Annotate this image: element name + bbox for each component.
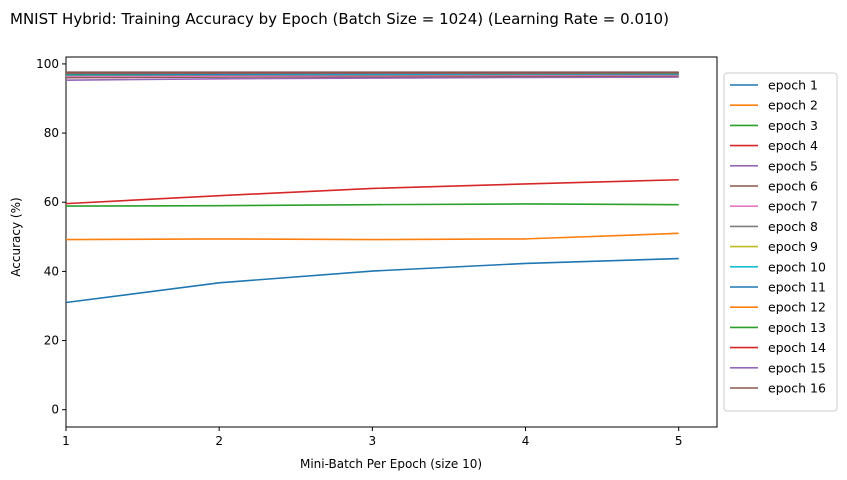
legend-item: epoch 13 <box>730 320 826 335</box>
legend-item: epoch 16 <box>730 381 826 396</box>
legend-label: epoch 11 <box>768 280 826 295</box>
legend-label: epoch 8 <box>768 219 818 234</box>
legend-item: epoch 14 <box>730 340 826 355</box>
legend-label: epoch 10 <box>768 259 826 274</box>
x-axis-ticks: 1 2 3 4 5 <box>62 427 683 448</box>
legend-label: epoch 4 <box>768 138 818 153</box>
legend-item: epoch 11 <box>730 280 826 295</box>
legend-item: epoch 4 <box>730 138 818 153</box>
series-line-epoch-2 <box>65 232 679 241</box>
legend-item: epoch 12 <box>730 300 826 315</box>
plot-frame <box>65 56 718 428</box>
legend-label: epoch 7 <box>768 199 818 214</box>
y-axis-label: Accuracy (%) <box>9 197 23 276</box>
y-tick-label: 80 <box>44 126 59 140</box>
series-line-epoch-3 <box>65 203 679 207</box>
y-tick-label: 0 <box>51 403 59 417</box>
legend-item: epoch 1 <box>730 78 818 93</box>
x-tick-label: 2 <box>215 434 223 448</box>
legend-item: epoch 15 <box>730 360 826 375</box>
legend-item: epoch 8 <box>730 219 818 234</box>
x-tick-label: 1 <box>62 434 70 448</box>
legend-label: epoch 13 <box>768 320 826 335</box>
series-line-epoch-4 <box>65 178 679 205</box>
legend-item: epoch 2 <box>730 98 818 113</box>
legend-item: epoch 7 <box>730 199 818 214</box>
legend-label: epoch 1 <box>768 78 818 93</box>
y-tick-label: 100 <box>36 57 59 71</box>
x-tick-label: 4 <box>522 434 530 448</box>
y-tick-label: 20 <box>44 334 59 348</box>
legend-label: epoch 2 <box>768 98 818 113</box>
legend-label: epoch 9 <box>768 239 818 254</box>
x-tick-label: 5 <box>675 434 683 448</box>
y-tick-label: 40 <box>44 264 59 278</box>
legend: epoch 1 epoch 2 epoch 3 epoch 4 epoch 5 epoch… <box>723 72 838 412</box>
legend-item: epoch 6 <box>730 179 818 194</box>
legend-box <box>723 72 838 412</box>
series-lines <box>65 71 679 304</box>
legend-label: epoch 12 <box>768 300 826 315</box>
y-axis-ticks: 0 20 40 60 80 100 <box>36 57 66 417</box>
legend-label: epoch 5 <box>768 158 818 173</box>
series-line-epoch-5 <box>65 76 679 81</box>
plot-area <box>65 56 718 428</box>
legend-label: epoch 16 <box>768 381 826 396</box>
legend-label: epoch 14 <box>768 340 826 355</box>
x-tick-label: 3 <box>369 434 377 448</box>
legend-item: epoch 10 <box>730 259 826 274</box>
x-axis-label: Mini-Batch Per Epoch (size 10) <box>300 457 482 471</box>
y-tick-label: 60 <box>44 195 59 209</box>
legend-item: epoch 5 <box>730 158 818 173</box>
series-line-epoch-1 <box>65 257 679 304</box>
legend-label: epoch 15 <box>768 360 826 375</box>
legend-item: epoch 3 <box>730 118 818 133</box>
series-line-epoch-6 <box>65 75 679 79</box>
legend-label: epoch 6 <box>768 179 818 194</box>
chart-title: MNIST Hybrid: Training Accuracy by Epoch… <box>10 10 669 28</box>
legend-item: epoch 9 <box>730 239 818 254</box>
legend-label: epoch 3 <box>768 118 818 133</box>
